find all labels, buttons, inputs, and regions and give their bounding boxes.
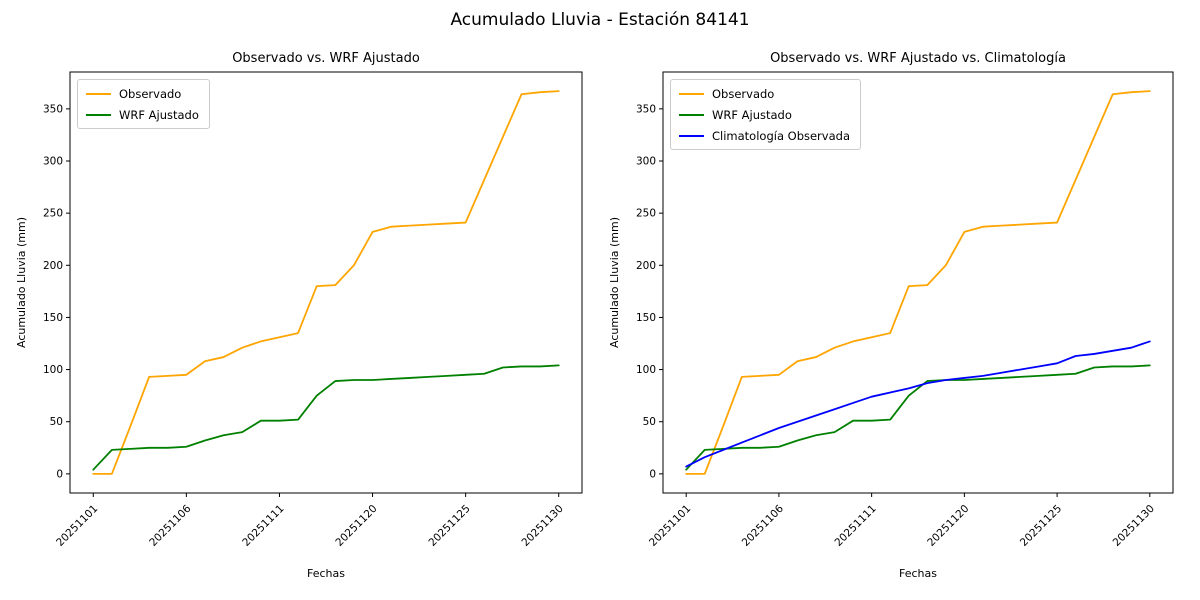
wrf-ajustado-line-swatch	[86, 113, 111, 116]
y-axis-label: Acumulado Lluvia (mm)	[608, 217, 621, 348]
climatolog-a-observada-line	[685, 340, 1151, 468]
y-tick-label: 250	[636, 208, 656, 220]
y-axis-ticks: 0 50 100 150 200 250 300 350	[636, 103, 663, 480]
legend-row-wrf-ajustado: WRF Ajustado	[86, 106, 199, 123]
x-tick-label: 20251101	[54, 503, 100, 549]
observado-line-swatch	[86, 92, 111, 95]
legend-label-climatologia: Climatología Observada	[712, 128, 850, 143]
y-tick-label: 250	[43, 208, 63, 220]
y-tick-label: 350	[636, 103, 656, 115]
y-tick-label: 350	[43, 103, 63, 115]
subplot-title: Observado vs. WRF Ajustado	[232, 51, 420, 66]
observado-line	[92, 90, 560, 475]
climatologia-line-swatch	[679, 134, 704, 137]
y-tick-label: 150	[43, 312, 63, 324]
legend-row-climatologia: Climatología Observada	[679, 127, 850, 144]
x-tick-label: 20251111	[832, 503, 878, 549]
legend-label-wrf-ajustado: WRF Ajustado	[119, 107, 199, 122]
y-tick-label: 100	[43, 364, 63, 376]
wrf-ajustado-line	[92, 364, 560, 471]
y-tick-label: 150	[636, 312, 656, 324]
wrf-ajustado-line-swatch	[679, 113, 704, 116]
x-axis-label: Fechas	[899, 567, 937, 580]
y-tick-label: 0	[56, 468, 63, 480]
y-tick-label: 50	[50, 416, 63, 428]
x-tick-label: 20251111	[240, 503, 286, 549]
x-tick-label: 20251130	[520, 503, 566, 549]
figure-title: Acumulado Lluvia - Estación 84141	[450, 10, 750, 30]
x-axis-label: Fechas	[307, 567, 345, 580]
subplot-observado-vs-wrf: 20251101 20251106 20251111 20251120 20251125…	[15, 51, 583, 580]
wrf-ajustado-line	[685, 364, 1151, 471]
x-tick-label: 20251106	[147, 502, 194, 549]
observado-line-swatch	[679, 92, 704, 95]
observado-line	[685, 90, 1151, 475]
legend-label-wrf-ajustado: WRF Ajustado	[712, 107, 792, 122]
subplot-title: Observado vs. WRF Ajustado vs. Climatolo…	[770, 51, 1066, 66]
y-tick-label: 50	[643, 416, 656, 428]
x-tick-label: 20251106	[740, 502, 787, 549]
y-tick-label: 200	[43, 260, 63, 272]
y-axis-label: Acumulado Lluvia (mm)	[15, 217, 28, 348]
legend-row-observado: Observado	[679, 85, 850, 102]
x-axis-ticks: 20251101 20251106 20251111 20251120 20251125…	[54, 493, 566, 549]
x-tick-label: 20251125	[426, 503, 472, 549]
x-axis-ticks: 20251101 20251106 20251111 20251120 20251125…	[647, 493, 1157, 549]
y-tick-label: 200	[636, 260, 656, 272]
axes-left: 20251101 20251106 20251111 20251120 20251125…	[15, 51, 583, 580]
y-tick-label: 0	[649, 468, 656, 480]
axes-spines	[69, 71, 583, 494]
y-tick-label: 300	[43, 156, 63, 168]
legend-row-wrf-ajustado: WRF Ajustado	[679, 106, 850, 123]
legend-right: Observado WRF Ajustado Climatología Obse…	[670, 79, 861, 150]
legend-label-observado: Observado	[119, 86, 182, 101]
legend-row-observado: Observado	[86, 85, 199, 102]
axes-right: 20251101 20251106 20251111 20251120 20251125…	[608, 51, 1174, 580]
y-axis-ticks: 0 50 100 150 200 250 300 350	[43, 103, 70, 480]
legend-left: Observado WRF Ajustado	[77, 79, 210, 129]
legend-label-observado: Observado	[712, 86, 775, 101]
x-tick-label: 20251101	[647, 503, 693, 549]
x-tick-label: 20251120	[925, 503, 971, 549]
series-lines	[92, 90, 560, 475]
x-tick-label: 20251120	[333, 503, 379, 549]
x-tick-label: 20251130	[1111, 503, 1157, 549]
x-tick-label: 20251125	[1018, 503, 1064, 549]
subplot-observado-vs-wrf-vs-climatologia: 20251101 20251106 20251111 20251120 20251125…	[600, 0, 1200, 600]
y-tick-label: 100	[636, 364, 656, 376]
y-tick-label: 300	[636, 156, 656, 168]
axes-spines	[662, 71, 1174, 494]
series-lines	[685, 90, 1151, 475]
